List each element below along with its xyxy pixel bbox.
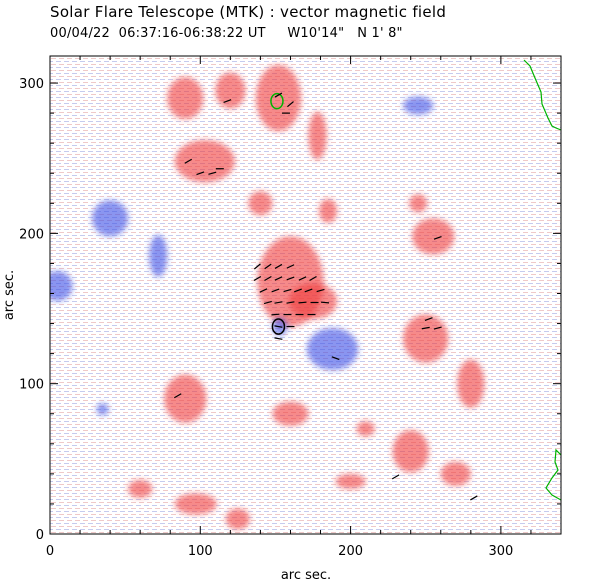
field-vector xyxy=(391,474,400,480)
positive-flux-region xyxy=(167,77,204,120)
positive-flux-region xyxy=(164,374,207,423)
negative-flux-region xyxy=(149,234,168,277)
positive-flux-region xyxy=(412,218,455,255)
field-vector xyxy=(223,99,232,104)
field-vector xyxy=(173,393,182,399)
positive-flux-region xyxy=(392,430,429,473)
field-vector xyxy=(271,288,280,293)
field-vector xyxy=(283,288,292,293)
field-vector xyxy=(470,495,478,501)
limb-contour-top xyxy=(523,59,561,131)
polarity-contour xyxy=(270,92,284,110)
polarity-contour xyxy=(271,318,286,335)
field-vector xyxy=(264,275,272,281)
field-vector xyxy=(274,325,283,328)
positive-flux-region xyxy=(457,359,485,408)
y-tick-label: 200 xyxy=(19,227,44,242)
field-vector xyxy=(274,337,283,340)
field-vector xyxy=(421,326,430,330)
field-vector xyxy=(274,301,283,304)
field-vector xyxy=(286,301,295,304)
positive-flux-region xyxy=(215,72,246,109)
field-vector xyxy=(321,301,330,304)
field-vector xyxy=(264,263,272,270)
positive-flux-region xyxy=(409,194,428,213)
positive-flux-region xyxy=(403,314,449,363)
x-tick-label: 0 xyxy=(46,544,54,559)
x-tick-label: 300 xyxy=(488,544,513,559)
polarity-contours xyxy=(270,92,286,335)
x-tick-label: 100 xyxy=(188,544,213,559)
y-axis-label: arc sec. xyxy=(2,270,17,320)
field-vector xyxy=(184,158,193,164)
field-vector xyxy=(316,288,325,293)
field-vector xyxy=(286,276,295,281)
positive-flux-region xyxy=(335,473,366,489)
positive-flux-region xyxy=(225,508,250,530)
limb-contour-bottom xyxy=(545,448,561,501)
field-vector xyxy=(274,92,283,98)
negative-flux-region xyxy=(92,200,129,237)
positive-flux-region xyxy=(248,191,273,216)
y-tick-label: 100 xyxy=(19,378,44,393)
y-tick-label: 300 xyxy=(19,77,44,92)
field-vectors xyxy=(173,92,478,501)
field-vector xyxy=(271,313,280,316)
positive-flux-region xyxy=(255,65,301,132)
negative-flux-region xyxy=(403,96,434,115)
x-axis-label: arc sec. xyxy=(281,568,331,583)
flux-regions xyxy=(50,65,485,530)
positive-flux-region xyxy=(272,401,309,426)
positive-flux-region xyxy=(308,111,327,160)
negative-flux-region xyxy=(307,328,359,371)
field-vector xyxy=(274,276,283,281)
negative-flux-region xyxy=(50,270,73,302)
chart-subtitle: 00/04/22 06:37:16-06:38:22 UT W10'14" N … xyxy=(50,26,403,41)
field-vector xyxy=(253,263,261,270)
field-vector xyxy=(433,235,442,240)
field-vector xyxy=(253,275,262,281)
negative-flux-region xyxy=(96,403,109,416)
field-vector xyxy=(298,301,307,304)
field-vector xyxy=(274,263,283,269)
positive-flux-region xyxy=(128,479,153,498)
y-tick-label: 0 xyxy=(36,528,44,543)
field-vector xyxy=(331,356,340,361)
positive-flux-region xyxy=(174,493,217,515)
field-vector xyxy=(304,288,313,293)
positive-flux-region xyxy=(440,461,471,486)
x-tick-label: 200 xyxy=(338,544,363,559)
field-vector xyxy=(263,300,272,305)
field-vector xyxy=(259,288,268,293)
field-vector xyxy=(196,171,205,176)
field-vector xyxy=(208,171,217,175)
positive-flux-region xyxy=(174,140,235,183)
positive-flux-region xyxy=(288,282,338,320)
field-vector xyxy=(298,276,307,281)
field-vector xyxy=(294,288,302,293)
limb-contours xyxy=(523,59,561,501)
plot-frame xyxy=(49,55,562,535)
field-vector xyxy=(433,326,442,330)
field-vector xyxy=(424,317,433,321)
positive-flux-region xyxy=(319,198,338,223)
positive-flux-region xyxy=(356,421,375,437)
field-vector xyxy=(309,275,317,281)
axes: 0 100 200 300 0 100 200 300 xyxy=(19,56,562,559)
field-vector xyxy=(287,101,294,108)
chart-title: Solar Flare Telescope (MTK) : vector mag… xyxy=(50,3,447,21)
field-vector xyxy=(286,264,295,269)
